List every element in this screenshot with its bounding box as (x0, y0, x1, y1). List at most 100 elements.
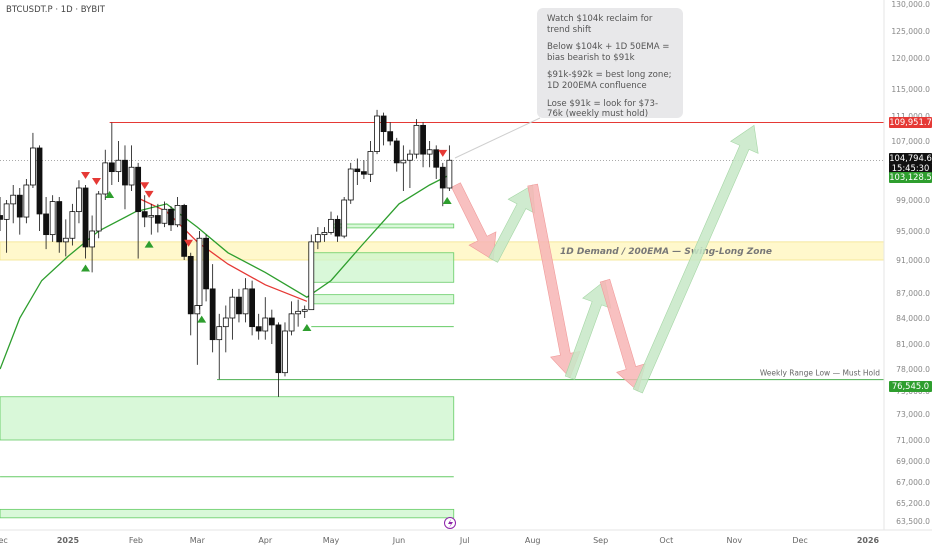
demand-zone (330, 223, 455, 229)
ema200-line (135, 196, 308, 302)
candle-body (341, 199, 348, 237)
projection-arrow-up (632, 124, 759, 394)
candle-body (56, 201, 63, 243)
y-tick-label: 107,000.0 (891, 137, 930, 146)
candle-body (334, 218, 341, 237)
candle-body (426, 149, 433, 155)
y-tick-label: 91,000.0 (896, 256, 930, 265)
x-tick-label: Sep (593, 536, 608, 545)
buy-signal-icon (144, 240, 154, 248)
demand-zone (310, 252, 455, 283)
y-tick-label: 87,000.0 (896, 289, 930, 298)
projection-arrow-down (599, 278, 646, 392)
symbol-label: BTCUSDT.P · 1D · BYBIT (6, 5, 105, 15)
candle-body (282, 330, 288, 374)
x-tick-label: Mar (190, 536, 206, 545)
note-line: Watch $104k reclaim for trend shift (547, 14, 653, 35)
candle-body (128, 166, 135, 186)
sell-signal-icon (144, 190, 154, 198)
analysis-note[interactable]: Watch $104k reclaim for trend shift Belo… (537, 8, 683, 119)
x-tick-label: Jun (392, 536, 406, 545)
candle-body (135, 166, 142, 213)
candle-body (380, 115, 387, 133)
buy-signal-icon (197, 315, 207, 323)
note-line: $91k-$92k = best long zone; 1D 200EMA co… (547, 70, 672, 91)
candle-body (0, 215, 3, 220)
demand-zone (0, 396, 455, 441)
candle-body (295, 310, 302, 315)
note-connector (454, 117, 541, 159)
x-tick-label: Dec (0, 536, 8, 545)
candle-body (181, 205, 188, 257)
candle-body (314, 234, 321, 243)
x-tick-label: 2026 (857, 536, 880, 545)
candle-body (174, 205, 181, 226)
x-tick-label: Oct (659, 536, 673, 545)
candle-body (76, 187, 82, 213)
y-tick-label: 78,000.0 (896, 365, 930, 374)
candle-body (141, 211, 148, 218)
candle-body (308, 241, 315, 311)
x-tick-label: 2025 (57, 536, 80, 545)
candle-body (407, 153, 413, 161)
sell-signal-icon (140, 182, 150, 190)
y-tick-label: 130,000.0 (891, 0, 930, 9)
candle-body (69, 211, 76, 239)
y-tick-label: 84,000.0 (896, 314, 930, 323)
candle-body (301, 309, 308, 312)
lightning-bolt (448, 519, 453, 528)
weekly-low-label: Weekly Range Low — Must Hold (760, 369, 880, 378)
candle-body (82, 187, 89, 248)
candle-body (262, 317, 269, 332)
candle-body (275, 324, 282, 374)
candle-body (236, 296, 242, 315)
x-tick-label: May (323, 536, 340, 545)
candle-body (148, 215, 155, 218)
x-tick-label: Jul (459, 536, 470, 545)
candle-body (360, 171, 367, 175)
sell-signal-icon (184, 239, 194, 247)
candle-body (400, 159, 407, 164)
candle-body (374, 115, 380, 152)
candle-countdown: 15:45:30 (889, 163, 932, 174)
buy-signal-icon (302, 324, 312, 331)
note-line: Below $104k + 1D 50EMA = bias bearish to… (547, 42, 670, 63)
sell-signal-icon (81, 172, 91, 179)
y-tick-label: 125,000.0 (891, 27, 930, 36)
candle-body (222, 317, 229, 328)
x-tick-label: Feb (129, 536, 143, 545)
candle-body (108, 162, 115, 173)
candle-body (115, 159, 122, 173)
candle-body (393, 140, 400, 164)
candle-body (194, 305, 201, 315)
candle-body (268, 317, 275, 326)
y-tick-label: 73,000.0 (896, 410, 930, 419)
projection-arrow-down (527, 183, 581, 379)
sell-signal-icon (438, 149, 448, 157)
candle-body (49, 201, 56, 236)
candle-body (413, 124, 420, 155)
y-tick-label: 81,000.0 (896, 340, 930, 349)
buy-signal-icon (81, 264, 91, 272)
resistance-price-tag: 109,951.7 (889, 117, 932, 128)
candle-body (321, 232, 328, 236)
x-tick-label: Apr (258, 536, 273, 545)
candle-body (10, 194, 17, 205)
last-price-tag: 104,794.6 (889, 153, 932, 164)
candle-body (23, 184, 30, 218)
weekly-low-price-tag: 76,545.0 (889, 381, 932, 392)
candle-body (196, 237, 203, 306)
candle-body (249, 288, 256, 328)
candle-body (255, 326, 262, 332)
candle-body (3, 203, 10, 220)
candle-body (95, 193, 102, 232)
buy-signal-icon (105, 191, 115, 198)
demand-zone (310, 294, 455, 305)
ema50-price-tag: 103,128.5 (889, 172, 932, 183)
candle-body (216, 326, 223, 341)
candle-body (203, 237, 209, 290)
candle-body (36, 147, 43, 215)
x-tick-label: Aug (525, 536, 541, 545)
candle-body (30, 147, 36, 186)
